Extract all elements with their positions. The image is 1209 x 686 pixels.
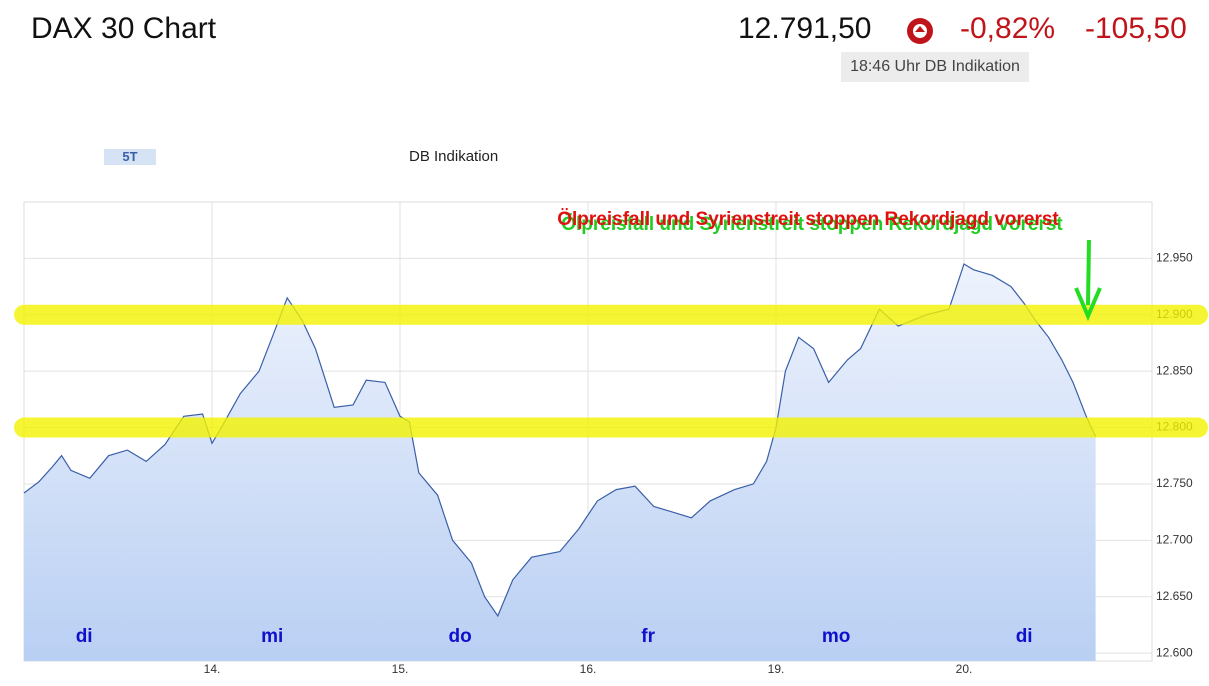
- y-tick-label: 12.650: [1156, 589, 1193, 603]
- x-tick-label: 14.: [204, 662, 221, 676]
- x-tick-label: 19.: [768, 662, 785, 676]
- day-label: mi: [261, 626, 283, 647]
- y-tick-label: 12.750: [1156, 476, 1193, 490]
- timestamp: 18:46 Uhr DB Indikation: [841, 52, 1029, 82]
- annotation: Ölpreisfall und Syrienstreit stoppen Rek…: [557, 209, 1059, 230]
- source-label: DB Indikation: [409, 148, 499, 165]
- day-label: do: [449, 626, 472, 647]
- day-label: mo: [822, 626, 851, 647]
- price: 12.791,50: [738, 12, 872, 45]
- area: [24, 264, 1096, 661]
- y-tick-label: 12.850: [1156, 363, 1193, 377]
- annotation-shadow: Ölpreisfall und Syrienstreit stoppen Rek…: [561, 214, 1063, 235]
- y-tick-label: 12.950: [1156, 251, 1193, 265]
- arrow-shaft: [1086, 239, 1091, 306]
- day-label: di: [1016, 626, 1033, 647]
- x-tick-label: 16.: [580, 662, 597, 676]
- day-label: fr: [641, 626, 655, 647]
- day-label: di: [76, 626, 93, 647]
- x-tick-label: 15.: [392, 662, 409, 676]
- title: DAX 30 Chart: [31, 12, 217, 45]
- change-pct: -0,82%: [960, 12, 1056, 45]
- down-icon: [907, 18, 933, 44]
- y-tick-label: 12.600: [1156, 645, 1193, 659]
- change-abs: -105,50: [1085, 12, 1187, 45]
- arrow-head: [1074, 287, 1102, 322]
- range-tab[interactable]: 5T: [104, 149, 156, 165]
- y-tick-label: 12.700: [1156, 533, 1193, 547]
- x-tick-label: 20.: [956, 662, 973, 676]
